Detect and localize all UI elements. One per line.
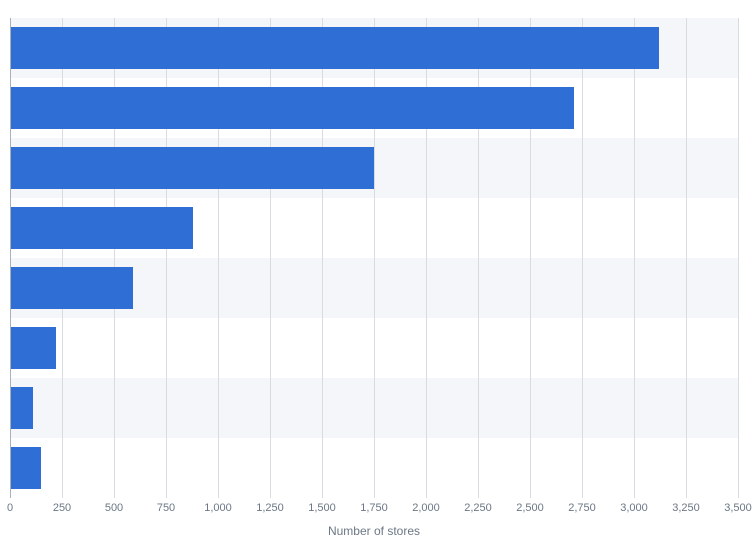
x-axis-ticks: 0 250 500 750 1,000 1,250 1,500 1,750 2,000 2,250… — [10, 500, 738, 520]
x-axis-label: Number of stores — [10, 524, 738, 538]
bar[interactable] — [10, 327, 56, 369]
bar[interactable] — [10, 387, 33, 429]
x-tick-label: 2,000 — [412, 502, 440, 514]
plot-area — [10, 18, 738, 498]
x-tick-label: 2,500 — [516, 502, 544, 514]
x-tick-label: 2,250 — [464, 502, 492, 514]
x-tick-label: 3,000 — [620, 502, 648, 514]
x-tick-label: 750 — [157, 502, 175, 514]
x-tick-label: 1,750 — [360, 502, 388, 514]
x-tick-label: 250 — [53, 502, 71, 514]
bar[interactable] — [10, 147, 374, 189]
x-tick-label: 500 — [105, 502, 123, 514]
y-axis-line — [10, 18, 11, 498]
bar[interactable] — [10, 447, 41, 489]
bar[interactable] — [10, 87, 574, 129]
bar[interactable] — [10, 267, 133, 309]
x-tick-label: 2,750 — [568, 502, 596, 514]
x-grid-line — [686, 18, 687, 498]
x-tick-label: 1,500 — [308, 502, 336, 514]
x-tick-label: 1,250 — [256, 502, 284, 514]
x-tick-label: 1,000 — [204, 502, 232, 514]
chart-container: 0 250 500 750 1,000 1,250 1,500 1,750 2,000 2,250… — [0, 0, 754, 560]
x-grid-line — [634, 18, 635, 498]
bar[interactable] — [10, 207, 193, 249]
bar[interactable] — [10, 27, 659, 69]
x-tick-label: 0 — [7, 502, 13, 514]
x-grid-line — [738, 18, 739, 498]
x-tick-label: 3,250 — [672, 502, 700, 514]
x-tick-label: 3,500 — [724, 502, 752, 514]
x-grid-line — [582, 18, 583, 498]
